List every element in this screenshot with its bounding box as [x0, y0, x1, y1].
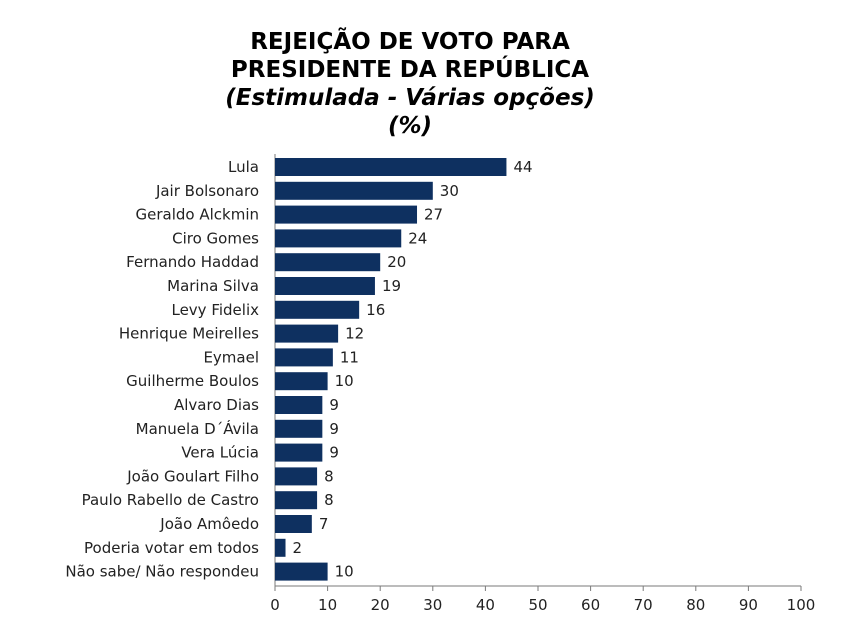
category-label: Geraldo Alckmin [136, 206, 260, 224]
x-tick-label: 0 [270, 596, 280, 614]
category-label: Levy Fidelix [171, 301, 259, 319]
x-tick-label: 30 [423, 596, 442, 614]
bar [275, 205, 418, 224]
category-label: Vera Lúcia [181, 444, 259, 462]
bar [275, 443, 323, 462]
value-label: 44 [513, 158, 532, 176]
value-label: 19 [382, 277, 401, 295]
category-label: Henrique Meirelles [119, 325, 259, 343]
value-label: 9 [329, 444, 339, 462]
x-tick-label: 70 [634, 596, 653, 614]
bar [275, 491, 318, 510]
bar [275, 300, 360, 319]
bar [275, 158, 507, 176]
value-label: 16 [366, 301, 385, 319]
value-label: 11 [340, 348, 359, 366]
category-label: Poderia votar em todos [84, 539, 259, 557]
category-label: Guilherme Boulos [126, 372, 259, 390]
chart-title-line-2: PRESIDENTE DA REPÚBLICA [230, 57, 590, 83]
value-label: 10 [335, 372, 354, 390]
x-tick-label: 90 [739, 596, 758, 614]
value-label: 9 [329, 396, 339, 414]
value-label: 7 [319, 515, 329, 533]
category-label: Manuela D´Ávila [136, 419, 259, 438]
value-label: 9 [329, 420, 339, 438]
category-label: Marina Silva [167, 277, 259, 295]
category-label: Lula [228, 158, 259, 176]
category-label: João Amôedo [159, 515, 259, 533]
category-label: Ciro Gomes [172, 229, 259, 247]
x-tick-label: 60 [581, 596, 600, 614]
category-label: Paulo Rabello de Castro [82, 491, 259, 509]
chart-title-line-1: REJEIÇÃO DE VOTO PARA [250, 29, 570, 55]
x-tick-label: 50 [528, 596, 547, 614]
x-tick-label: 40 [476, 596, 495, 614]
value-label: 27 [424, 206, 443, 224]
category-label: Fernando Haddad [126, 253, 259, 271]
category-label: Eymael [203, 348, 259, 366]
x-tick-label: 20 [371, 596, 390, 614]
value-label: 8 [324, 491, 334, 509]
bar [275, 324, 339, 343]
value-label: 12 [345, 325, 364, 343]
bar [275, 348, 333, 367]
bar [275, 467, 318, 486]
category-label: Não sabe/ Não respondeu [65, 563, 259, 581]
chart-title-line-3: (Estimulada - Várias opções) [225, 85, 595, 111]
bar [275, 181, 433, 200]
chart-title: REJEIÇÃO DE VOTO PARA PRESIDENTE DA REPÚ… [0, 28, 820, 140]
category-label: Alvaro Dias [174, 396, 259, 414]
bar [275, 419, 323, 438]
bar [275, 277, 375, 295]
x-tick-label: 10 [318, 596, 337, 614]
category-label: Jair Bolsonaro [155, 182, 259, 200]
bar [275, 229, 402, 248]
value-label: 30 [440, 182, 459, 200]
value-label: 10 [335, 563, 354, 581]
bar [275, 515, 312, 533]
bar [275, 562, 328, 581]
bar [275, 538, 286, 557]
value-label: 2 [293, 539, 303, 557]
bar [275, 396, 323, 414]
value-label: 20 [387, 253, 406, 271]
chart-title-line-4: (%) [387, 113, 433, 139]
value-label: 8 [324, 467, 334, 485]
x-tick-label: 80 [686, 596, 705, 614]
bar [275, 372, 328, 391]
category-label: João Goulart Filho [126, 467, 259, 485]
x-tick-label: 100 [787, 596, 816, 614]
bar [275, 253, 381, 272]
value-label: 24 [408, 229, 427, 247]
